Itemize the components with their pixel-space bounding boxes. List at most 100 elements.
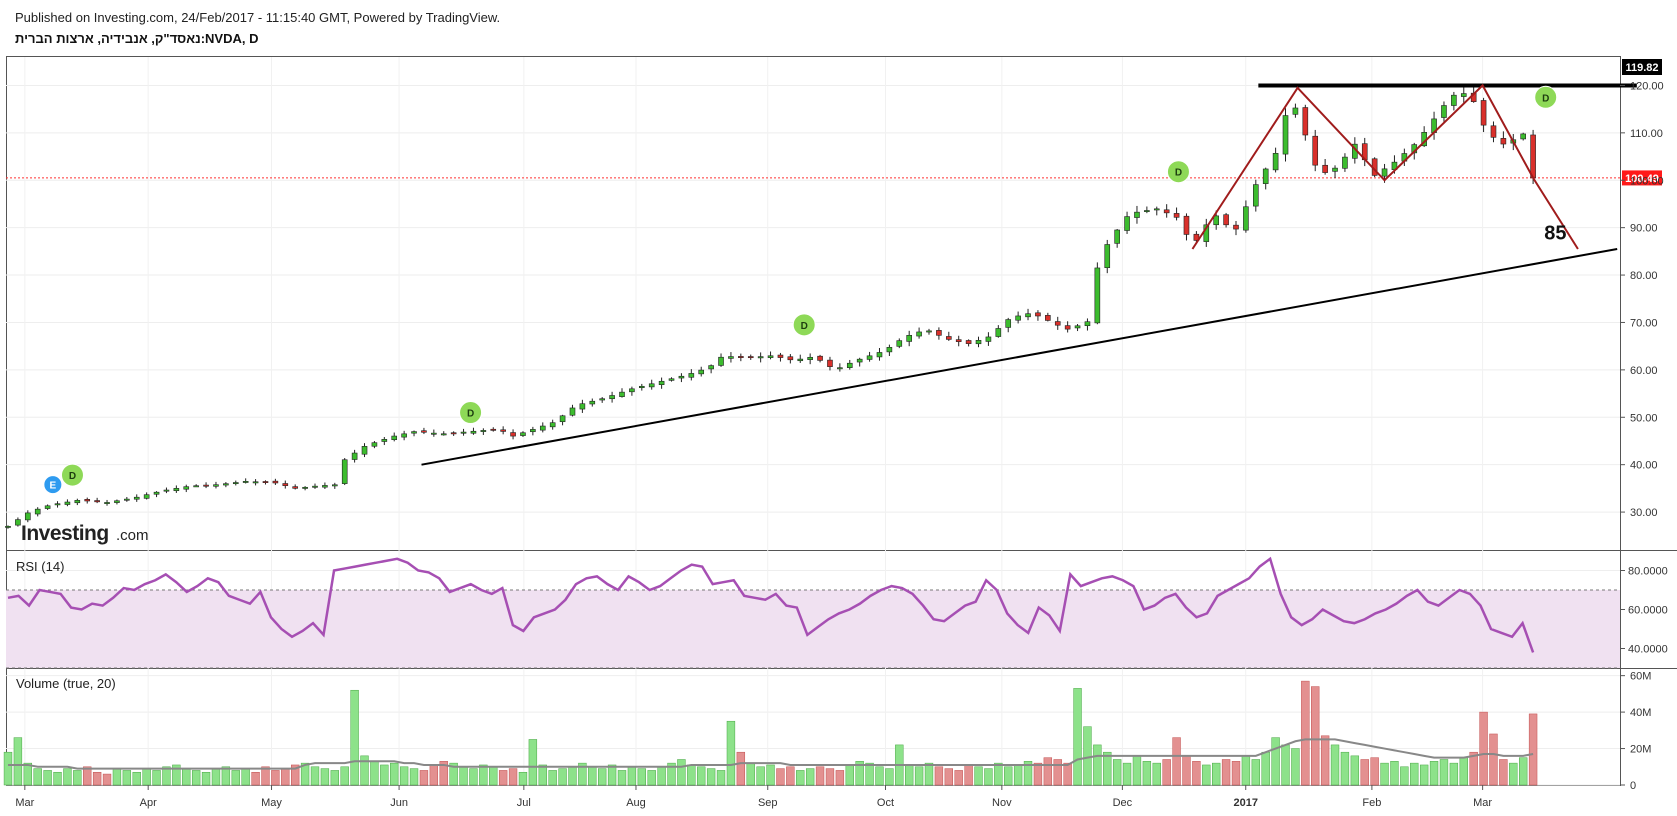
candle-up xyxy=(183,486,190,490)
target-label: 85 xyxy=(1544,223,1566,245)
time-tick-label: Dec xyxy=(1113,797,1133,809)
candle-up xyxy=(1025,313,1031,318)
time-tick-label: Aug xyxy=(626,797,646,809)
current-price-value: 119.82 xyxy=(1625,62,1658,74)
volume-bar-up xyxy=(1212,762,1221,786)
candle-up xyxy=(807,356,813,360)
dividend-badge-label: D xyxy=(69,471,76,482)
volume-bar-up xyxy=(152,770,161,786)
price-tick-label: 30.00 xyxy=(1630,507,1658,519)
volume-bar-up xyxy=(13,737,23,786)
price-grid xyxy=(6,84,1620,513)
candle-down xyxy=(1163,209,1170,214)
candle-up xyxy=(143,494,150,499)
volume-bar-up xyxy=(380,764,389,786)
volume-bar-up xyxy=(667,762,676,786)
candle-down xyxy=(817,355,823,361)
candle-down xyxy=(1233,224,1239,230)
time-tick-label: May xyxy=(261,797,282,809)
candle-up xyxy=(579,403,586,410)
candlestick-series xyxy=(5,86,1536,529)
volume-bar-up xyxy=(726,720,736,786)
candle-down xyxy=(1173,213,1180,218)
candle-up xyxy=(639,385,645,389)
volume-bar-up xyxy=(914,766,924,786)
candle-up xyxy=(193,485,199,488)
volume-bar-up xyxy=(588,766,597,786)
candle-down xyxy=(1183,215,1190,235)
candle-down xyxy=(1322,164,1328,173)
volume-bar-down xyxy=(291,764,300,786)
volume-bar-up xyxy=(310,766,320,786)
volume-bar-up xyxy=(1291,748,1300,786)
investing-logo: Investing .com xyxy=(21,522,149,545)
volume-bar-down xyxy=(251,771,260,786)
time-tick-label: Jul xyxy=(517,797,531,809)
candle-up xyxy=(223,483,229,486)
candle-up xyxy=(896,340,903,347)
volume-bar-up xyxy=(1132,755,1142,786)
candle-up xyxy=(668,378,675,381)
candle-down xyxy=(827,359,833,367)
volume-bar-up xyxy=(796,770,805,786)
volume-bar-down xyxy=(1033,762,1043,786)
volume-bar-up xyxy=(112,768,122,786)
volume-bar-up xyxy=(1419,764,1429,786)
time-tick-label: Nov xyxy=(992,797,1012,809)
candle-up xyxy=(391,435,398,441)
volume-bar-down xyxy=(1528,713,1538,786)
pattern-zigzag[interactable] xyxy=(1191,83,1579,250)
candle-down xyxy=(203,484,209,487)
dividend-badge-label: D xyxy=(467,409,474,420)
volume-bar-up xyxy=(370,761,379,786)
volume-bar-down xyxy=(439,761,448,786)
rsi-axis-labels: 80.0000 60.0000 40.0000 xyxy=(1620,566,1668,656)
candle-down xyxy=(936,330,942,336)
candle-down xyxy=(1035,312,1041,317)
volume-tick-label: 60M xyxy=(1630,671,1651,683)
volume-bar-up xyxy=(23,762,32,786)
volume-bar-up xyxy=(984,768,993,786)
candle-down xyxy=(292,486,298,489)
volume-bar-up xyxy=(142,768,151,786)
candle-up xyxy=(371,442,378,447)
candle-down xyxy=(1490,125,1497,138)
volume-bar-up xyxy=(875,766,884,786)
candle-up xyxy=(173,488,180,492)
volume-bar-up xyxy=(340,766,349,786)
candle-up xyxy=(54,503,61,506)
volume-bar-down xyxy=(92,771,102,786)
time-tick-label: Mar xyxy=(1473,797,1492,809)
time-tick-label: Feb xyxy=(1362,797,1381,809)
candle-up xyxy=(431,432,437,435)
candle-up xyxy=(351,452,358,460)
volume-bar-up xyxy=(241,768,250,786)
candle-up xyxy=(1114,229,1120,244)
support-trendline[interactable] xyxy=(421,248,1618,466)
candle-up xyxy=(985,336,992,342)
volume-bar-up xyxy=(617,770,627,786)
volume-bar-up xyxy=(390,762,399,786)
volume-bar-down xyxy=(776,768,785,786)
rsi-tick-label: 80.0000 xyxy=(1628,566,1668,578)
volume-bar-down xyxy=(825,768,835,786)
last-price-value: 100.49 xyxy=(1625,173,1659,185)
volume-bar-up xyxy=(132,771,141,786)
candle-up xyxy=(1144,210,1150,212)
volume-bar-down xyxy=(1192,761,1201,786)
candle-up xyxy=(460,431,467,434)
volume-ma-line xyxy=(8,738,1534,770)
volume-bar-down xyxy=(1479,711,1488,786)
volume-bar-up xyxy=(1251,759,1260,786)
volume-bar-up xyxy=(1429,761,1439,786)
volume-bar-up xyxy=(687,764,696,786)
candle-up xyxy=(1153,208,1160,211)
volume-bar-up xyxy=(974,766,983,786)
volume-bar-down xyxy=(419,770,429,786)
volume-bars xyxy=(3,680,1538,786)
candle-up xyxy=(401,433,407,438)
rsi-tick-label: 60.0000 xyxy=(1628,605,1668,617)
candle-up xyxy=(1381,168,1388,177)
volume-bar-up xyxy=(558,768,567,786)
